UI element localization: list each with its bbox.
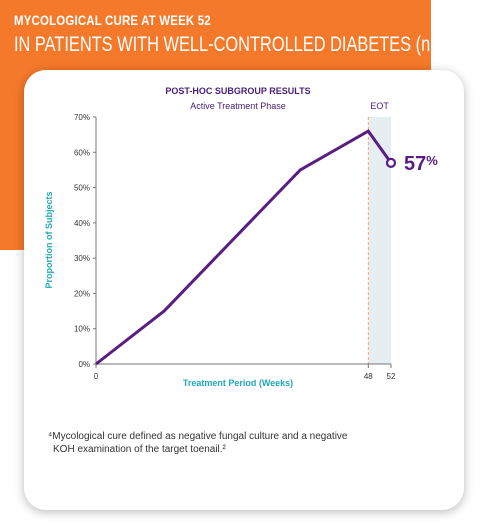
y-tick-label: 60% xyxy=(74,148,90,157)
eot-band xyxy=(368,117,391,364)
x-axis-label: Treatment Period (Weeks) xyxy=(183,378,293,388)
chart-title: POST-HOC SUBGROUP RESULTS xyxy=(165,86,310,96)
x-tick-label: 48 xyxy=(364,372,373,381)
y-tick-label: 10% xyxy=(74,325,90,334)
chart-subtitle: Active Treatment Phase xyxy=(190,101,286,111)
footnote-line-1: ⁴Mycological cure defined as negative fu… xyxy=(48,431,348,442)
y-axis-label: Proportion of Subjects xyxy=(44,191,54,288)
y-tick-label: 70% xyxy=(74,113,90,122)
eot-label: EOT xyxy=(370,101,389,111)
x-tick-label: 52 xyxy=(387,372,396,381)
end-value-label: 57% xyxy=(404,153,438,175)
banner-subtitle-text: IN PATIENTS WITH WELL-CONTROLLED DIABETE… xyxy=(14,33,464,56)
banner-title: MYCOLOGICAL CURE AT WEEK 52 xyxy=(14,12,211,28)
y-tick-label: 20% xyxy=(74,289,90,298)
banner-subtitle-superscript: 1,4 xyxy=(463,32,475,43)
footnote-line-2: KOH examination of the target toenail.² xyxy=(53,444,226,455)
banner-subtitle: IN PATIENTS WITH WELL-CONTROLLED DIABETE… xyxy=(14,32,475,57)
x-tick-label: 0 xyxy=(94,372,99,381)
plot-area: EOT 0% 10% 20% 30% 40% 50% 60% 70% 0 48 52 57% xyxy=(74,101,438,381)
y-tick-label: 30% xyxy=(74,254,90,263)
y-tick-label: 0% xyxy=(78,360,90,369)
footnote: ⁴Mycological cure defined as negative fu… xyxy=(48,430,428,456)
end-point-marker xyxy=(385,157,397,168)
y-tick-label: 40% xyxy=(74,219,90,228)
y-tick-label: 50% xyxy=(74,184,90,193)
series-line xyxy=(95,129,393,366)
